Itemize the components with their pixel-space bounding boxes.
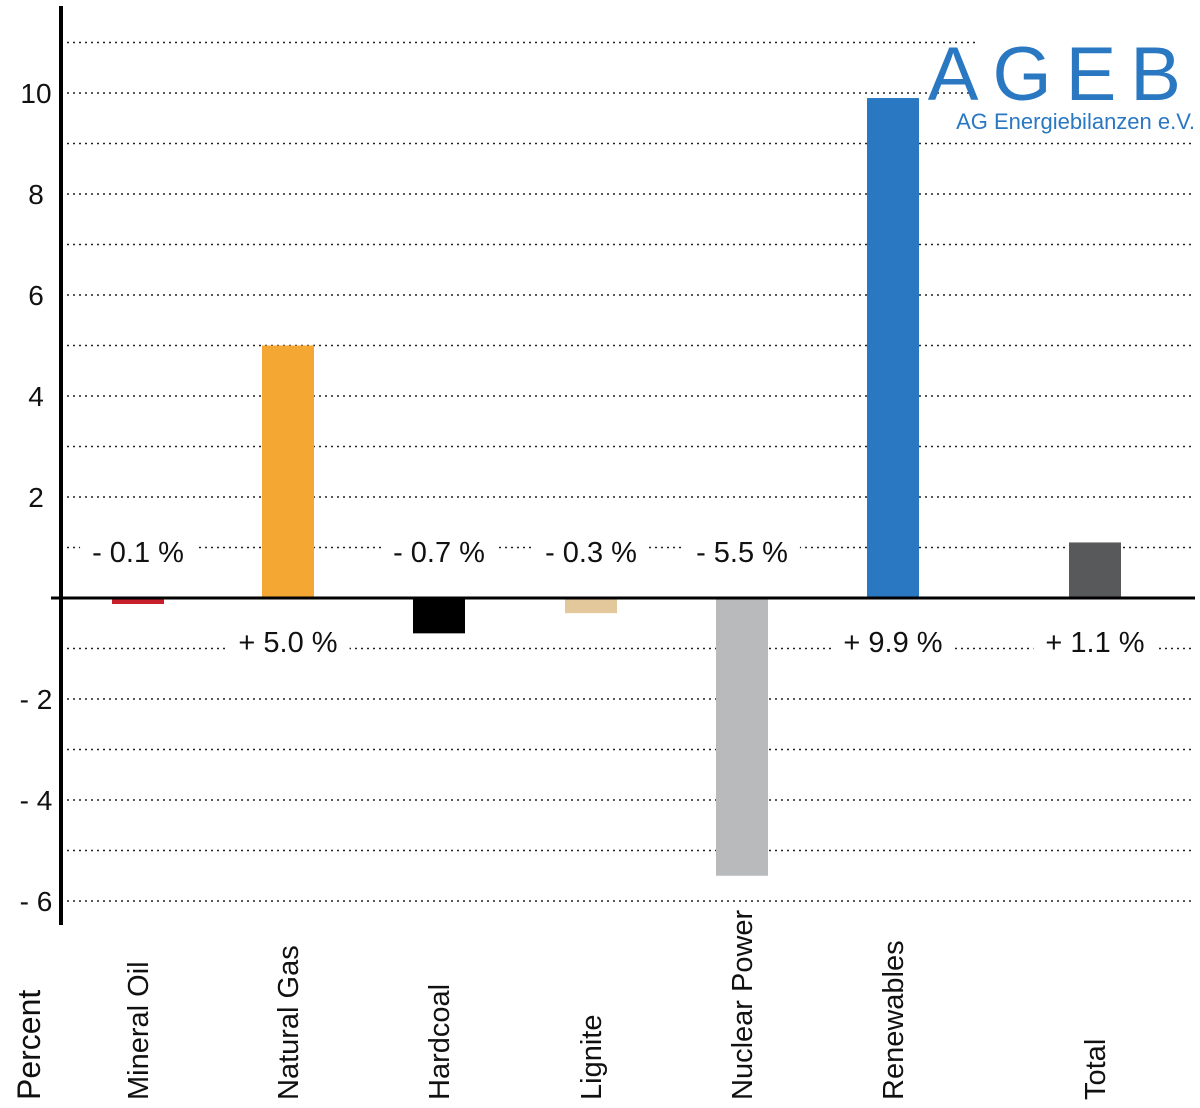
y-tick-label: 2 <box>28 482 44 513</box>
bar-natural-gas <box>262 345 314 598</box>
bar-renewables <box>867 98 919 599</box>
data-label-bg <box>831 622 955 662</box>
y-tick-labels: 10 8 6 4 2 - 2 - 4 - 6 <box>20 78 53 917</box>
category-label: Lignite <box>576 1015 608 1100</box>
data-label: + 9.9 % <box>843 627 942 659</box>
bar-hardcoal <box>413 598 465 634</box>
y-tick-label: 6 <box>28 280 44 311</box>
data-label-bg <box>1033 622 1157 662</box>
logo-name: AGEB <box>928 32 1195 117</box>
data-labels: - 0.1 % + 5.0 % - 0.7 % - 0.3 % - 5.5 % + 9.9… <box>80 532 1157 662</box>
data-label: - 0.7 % <box>393 537 485 569</box>
bar-nuclear-power <box>716 598 768 876</box>
y-tick-label: - 6 <box>20 886 53 917</box>
ageb-logo: AGEB AG Energiebilanzen e.V. <box>928 32 1195 134</box>
data-label: - 0.3 % <box>545 537 637 569</box>
category-labels: Mineral Oil Natural Gas Hardcoal Lignite Nuc… <box>123 909 1112 1100</box>
data-label-bg <box>226 622 350 662</box>
y-axis-label: Percent <box>11 990 47 1100</box>
y-tick-label: 10 <box>20 78 51 109</box>
y-tick-label: 4 <box>28 381 44 412</box>
bars <box>112 98 1121 876</box>
bar-lignite <box>565 598 617 614</box>
data-label-bg <box>684 532 800 572</box>
gridlines <box>61 41 1195 902</box>
data-label: + 1.1 % <box>1045 627 1144 659</box>
category-label: Total <box>1080 1039 1112 1100</box>
data-label: - 0.1 % <box>92 537 184 569</box>
category-label: Hardcoal <box>424 984 456 1100</box>
category-label: Mineral Oil <box>123 961 155 1100</box>
y-tick-label: - 4 <box>20 785 53 816</box>
category-label: Natural Gas <box>273 945 305 1100</box>
data-label: - 5.5 % <box>696 537 788 569</box>
data-label-bg <box>381 532 497 572</box>
axes <box>51 6 1195 925</box>
y-tick-label: 8 <box>28 179 44 210</box>
bar-total <box>1069 542 1121 598</box>
category-label: Renewables <box>878 940 910 1100</box>
bar-mineral-oil <box>112 598 164 604</box>
data-label-bg <box>533 532 649 572</box>
category-label: Nuclear Power <box>727 909 759 1100</box>
data-label: + 5.0 % <box>238 627 337 659</box>
y-tick-label: - 2 <box>20 684 53 715</box>
logo-subtitle: AG Energiebilanzen e.V. <box>956 109 1195 134</box>
data-label-bg <box>80 532 196 572</box>
